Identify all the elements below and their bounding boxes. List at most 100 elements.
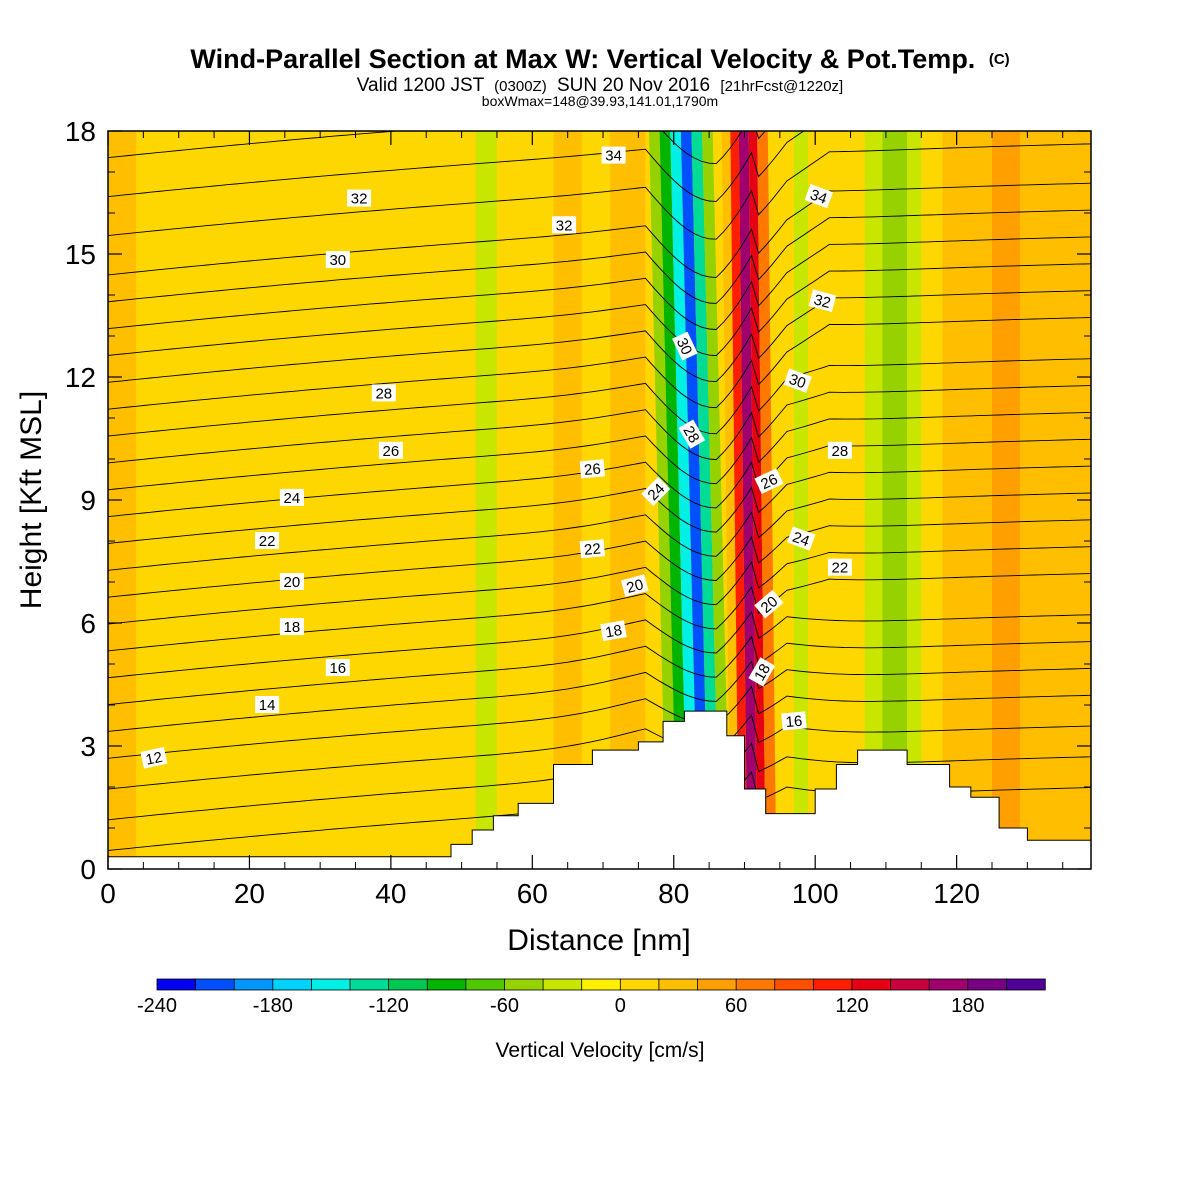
velocity-band-27 xyxy=(907,131,922,869)
contour-label-bg xyxy=(325,659,350,677)
contour-label-6: 24 xyxy=(279,488,304,507)
contour-label-bg xyxy=(827,558,852,576)
contour-label-bg xyxy=(255,532,280,549)
terrain xyxy=(108,710,1091,869)
contour-label-29: 34 xyxy=(804,184,834,209)
colorbar-swatch-21 xyxy=(967,978,1008,991)
theta-contour-24 xyxy=(108,358,1091,437)
theta-contour-33 xyxy=(108,131,766,165)
colorbar-swatch-7 xyxy=(426,978,467,991)
contour-label-25: 16 xyxy=(781,711,807,731)
x-axis-ticks: 0 20 40 60 80 100 120 xyxy=(100,131,1064,909)
x-tick-label-40: 40 xyxy=(375,878,406,909)
subtitle-utc: (0300Z) xyxy=(494,78,547,95)
velocity-band-3 xyxy=(327,131,434,869)
theta-contour-12 xyxy=(108,685,1091,759)
velocity-band-11 xyxy=(649,131,678,869)
y-axis-label: Height [Kft MSL] xyxy=(15,391,48,609)
x-tick-label-60: 60 xyxy=(517,878,548,909)
colorbar-tick--180: -180 xyxy=(253,995,293,1017)
y-tick-label-12: 12 xyxy=(65,362,96,393)
contour-label-text: 24 xyxy=(284,490,301,507)
contour-label-14: 24 xyxy=(641,476,671,506)
contour-label-text: 16 xyxy=(785,713,803,731)
velocity-band-17 xyxy=(721,131,739,869)
colorbar-swatch-0 xyxy=(156,978,197,991)
theta-contour-28 xyxy=(108,236,1091,330)
colorbar-tick--120: -120 xyxy=(369,995,409,1017)
contour-label-text: 20 xyxy=(284,574,301,591)
contour-label-text: 28 xyxy=(375,385,392,402)
contour-label-bg xyxy=(804,184,834,209)
contour-label-3: 18 xyxy=(279,618,304,636)
colorbar-tick-180: 180 xyxy=(951,995,984,1017)
theta-contour-32 xyxy=(108,131,805,202)
velocity-band-9 xyxy=(610,131,646,869)
theta-contour-30 xyxy=(108,182,1091,278)
contour-label-text: 14 xyxy=(259,697,276,714)
theta-contour-16 xyxy=(108,573,1091,652)
velocity-band-25 xyxy=(864,131,883,869)
subtitle-valid: Valid 1200 JST xyxy=(357,75,485,96)
colorbar-swatch-19 xyxy=(890,978,930,991)
theta-contour-14 xyxy=(108,635,1091,706)
colorbar-swatch-6 xyxy=(388,978,428,991)
contour-label-text: 28 xyxy=(679,423,702,446)
theta-contour-11 xyxy=(108,714,1091,790)
contour-label-text: 18 xyxy=(751,661,774,684)
contour-label-21: 24 xyxy=(787,526,816,551)
contour-label-26: 28 xyxy=(827,441,852,460)
contour-label-bg xyxy=(808,289,837,313)
velocity-band-12 xyxy=(659,131,688,869)
colorbar-swatch-10 xyxy=(542,978,583,991)
contour-label-5: 22 xyxy=(255,532,280,550)
contour-label-bg xyxy=(279,573,304,590)
velocity-band-22 xyxy=(776,131,794,869)
velocity-band-24 xyxy=(808,131,865,869)
contour-label-1: 14 xyxy=(255,696,280,714)
contour-label-8: 28 xyxy=(371,384,396,402)
velocity-band-15 xyxy=(691,131,720,869)
velocity-band-19 xyxy=(738,131,758,869)
theta-contour-31 xyxy=(108,143,1091,240)
velocity-band-29 xyxy=(942,131,992,869)
x-tick-label-0: 0 xyxy=(100,878,116,909)
subtitle-date: SUN 20 Nov 2016 xyxy=(557,75,710,96)
contour-label-bg xyxy=(579,539,606,559)
contour-label-text: 26 xyxy=(383,443,400,460)
contour-label-text: 32 xyxy=(351,191,368,208)
colorbar-swatch-9 xyxy=(504,978,544,991)
contour-label-text: 34 xyxy=(808,186,829,208)
contour-label-bg xyxy=(552,216,577,234)
contour-label-23: 20 xyxy=(754,589,784,619)
contour-label-bg xyxy=(620,574,649,597)
contour-label-bg xyxy=(748,657,776,687)
x-tick-label-120: 120 xyxy=(933,878,980,909)
contour-label-text: 24 xyxy=(790,529,811,551)
colorbar-tick--240: -240 xyxy=(137,995,177,1017)
colorbar-tick--60: -60 xyxy=(490,995,519,1017)
colorbar-swatch-20 xyxy=(928,978,969,991)
velocity-band-23 xyxy=(793,131,809,869)
contour-label-bg xyxy=(754,468,784,494)
velocity-band-6 xyxy=(496,131,554,869)
contour-label-2: 16 xyxy=(325,659,350,677)
velocity-band-0 xyxy=(108,131,137,869)
contour-labels: 12 14 16 18 20 22 24 26 28 30 32 32 34 26 24 22 20 18 30 28… xyxy=(140,146,852,769)
colorbar-swatch-15 xyxy=(735,978,776,991)
contour-label-text: 32 xyxy=(812,291,833,312)
contour-label-text: 18 xyxy=(604,622,623,642)
subtitle-forecast: [21hrFcst@1220z] xyxy=(720,78,843,95)
colorbar-swatch-11 xyxy=(581,978,622,991)
contour-label-bg xyxy=(325,251,350,269)
contour-label-text: 30 xyxy=(673,335,695,357)
y-tick-label-15: 15 xyxy=(65,239,96,270)
contour-label-bg xyxy=(678,419,706,449)
contour-label-bg xyxy=(827,441,852,459)
contour-label-bg xyxy=(279,488,304,506)
theta-contour-19 xyxy=(108,492,1091,571)
contour-label-bg xyxy=(140,747,168,769)
contour-label-15: 22 xyxy=(579,539,606,559)
contour-label-text: 26 xyxy=(583,461,601,479)
velocity-band-28 xyxy=(921,131,943,869)
